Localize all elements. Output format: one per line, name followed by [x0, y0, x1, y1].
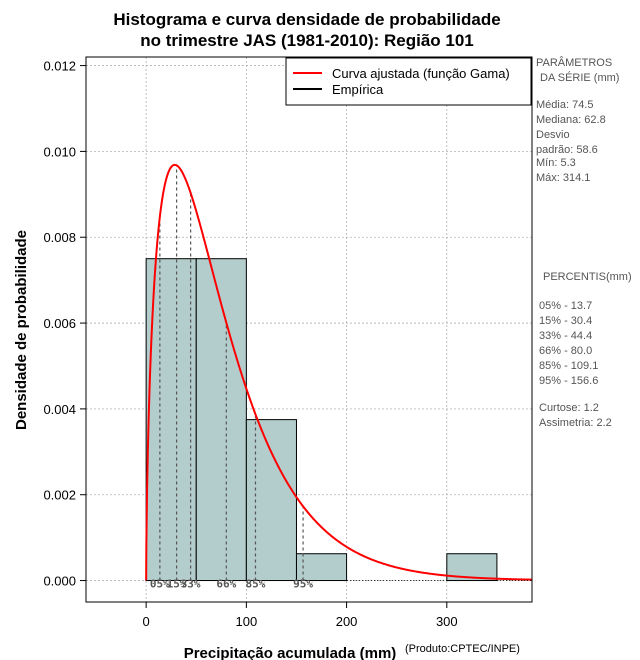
y-tick-label-0: 0.000 — [43, 574, 76, 589]
fitted-gamma-curve — [145, 163, 533, 581]
x-tick-label-1: 100 — [236, 614, 258, 629]
percentile-label-0: 05% — [150, 578, 170, 591]
percentil-33: 33% - 44.4 — [539, 330, 592, 342]
percentil-66: 66% - 80.0 — [539, 345, 592, 357]
param-mean: Média: 74.5 — [536, 99, 593, 111]
percentil-85: 85% - 109.1 — [539, 360, 598, 372]
side-panel: PARÂMETROS DA SÉRIE (mm) Média: 74.5 Med… — [536, 56, 632, 429]
percentile-label-1: 15% — [167, 578, 187, 591]
y-axis-ticks: 0.000 0.002 0.004 0.006 0.008 0.010 0.012 — [43, 59, 86, 589]
chart-title-line-1: Histograma e curva densidade de probabil… — [113, 10, 500, 29]
y-tick-label-6: 0.012 — [43, 59, 76, 74]
legend-label-empirical: Empírica — [332, 82, 384, 97]
percentis-title: PERCENTIS(mm) — [543, 271, 632, 283]
x-tick-label-2: 200 — [336, 614, 358, 629]
percentile-label-3: 66% — [216, 578, 236, 591]
stat-skewness: Assimetria: 2.2 — [539, 417, 612, 429]
param-stddev-line-2: padrão: 58.6 — [536, 144, 598, 156]
percentil-95: 95% - 156.6 — [539, 375, 598, 387]
legend-box — [285, 57, 532, 106]
percentile-label-2: 33% — [181, 578, 201, 591]
x-axis-label: Precipitação acumulada (mm) — [184, 645, 397, 660]
y-tick-label-1: 0.002 — [43, 488, 76, 503]
histogram-bar-0 — [145, 258, 197, 582]
histogram-bar-3 — [295, 553, 348, 582]
params-title-line-2: DA SÉRIE (mm) — [540, 71, 619, 84]
param-median: Mediana: 62.8 — [536, 114, 606, 126]
percentile-label-5: 95% — [293, 578, 313, 591]
percentil-15: 15% - 30.4 — [539, 315, 592, 327]
y-tick-label-3: 0.006 — [43, 316, 76, 331]
histogram-bars — [145, 258, 498, 582]
y-tick-label-4: 0.008 — [43, 230, 76, 245]
percentile-label-4: 85% — [246, 578, 266, 591]
plot-frame — [85, 56, 533, 603]
param-max: Máx: 314.1 — [536, 172, 590, 184]
y-axis-label: Densidade de probabilidade — [13, 230, 30, 430]
histogram-bar-2 — [245, 419, 297, 582]
x-axis-ticks: 0 100 200 300 — [143, 602, 458, 629]
chart-title-line-2: no trimestre JAS (1981-2010): Região 101 — [140, 31, 474, 50]
fitted-curve-group — [145, 163, 533, 581]
percentil-05: 05% - 13.7 — [539, 300, 592, 312]
legend-label-fitted: Curva ajustada (função Gama) — [332, 66, 510, 81]
x-tick-label-3: 300 — [436, 614, 458, 629]
percentile-axis-labels: 05%15%33% 66% 85% 95% — [146, 578, 532, 591]
histogram-bar-1 — [195, 258, 247, 582]
x-tick-label-0: 0 — [143, 614, 150, 629]
legend: Curva ajustada (função Gama) Empírica — [285, 57, 532, 106]
param-stddev-line-1: Desvio — [536, 129, 570, 141]
stat-kurtosis: Curtose: 1.2 — [539, 402, 599, 414]
product-credit: (Produto:CPTEC/INPE) — [405, 643, 520, 655]
params-title-line-1: PARÂMETROS — [536, 56, 612, 69]
param-min: Mín: 5.3 — [536, 157, 576, 169]
percentile-lines — [159, 165, 304, 581]
y-tick-label-5: 0.010 — [43, 144, 76, 159]
y-tick-label-2: 0.004 — [43, 402, 76, 417]
